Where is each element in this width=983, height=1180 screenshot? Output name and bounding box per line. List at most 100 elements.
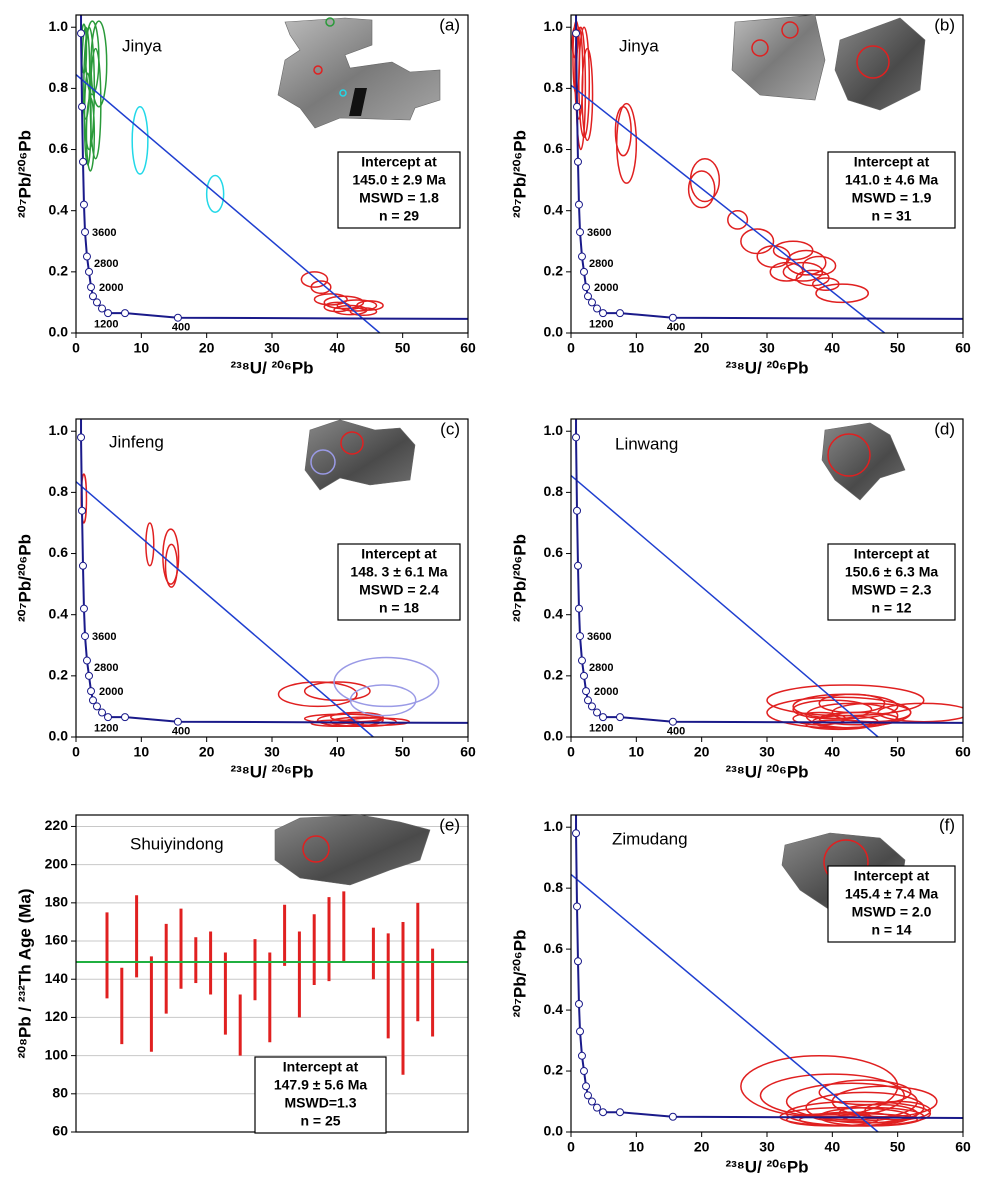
- concordia-marker: [668, 313, 677, 322]
- concordia-age-label: 3600: [587, 227, 611, 239]
- y-tick-label: 0.2: [544, 1062, 564, 1078]
- concordia-curve: [575, 15, 963, 320]
- concordia-marker: [576, 228, 585, 237]
- y-tick-label: 0.2: [49, 667, 69, 683]
- annotation-box: [827, 151, 956, 229]
- grain-image: [277, 17, 441, 129]
- analysis-spot: [325, 17, 335, 27]
- concordia-marker: [573, 902, 582, 911]
- x-tick-label: 20: [694, 744, 710, 760]
- x-tick-label: 50: [395, 744, 411, 760]
- error-ellipse: [277, 681, 358, 708]
- x-tick-label: 0: [72, 340, 80, 356]
- y-tick-label: 0.6: [49, 544, 69, 560]
- concordia-marker: [593, 304, 602, 313]
- y-tick-label: 200: [45, 855, 69, 871]
- y-tick-label: 0.8: [49, 483, 69, 499]
- concordia-marker: [87, 283, 96, 292]
- concordia-age-label: 2000: [594, 686, 618, 698]
- discordia-line: [76, 481, 374, 737]
- y-tick-label: 0.4: [544, 201, 564, 217]
- concordia-marker: [87, 687, 96, 696]
- concordia-curve: [575, 419, 963, 724]
- concordia-marker: [573, 561, 582, 570]
- concordia-marker: [98, 708, 107, 717]
- annotation-box: [337, 543, 461, 621]
- y-tick-label: 0.2: [544, 263, 564, 279]
- error-ellipse: [815, 283, 870, 304]
- concordia-marker: [98, 304, 107, 313]
- y-tick-label: 0.8: [49, 79, 69, 95]
- x-tick-label: 10: [134, 340, 150, 356]
- error-ellipse: [333, 304, 368, 316]
- error-ellipse: [164, 543, 179, 588]
- plot-area: [571, 15, 963, 333]
- concordia-age-label: 3600: [92, 227, 116, 239]
- error-ellipse: [323, 295, 365, 310]
- error-ellipse: [323, 301, 352, 313]
- x-tick-label: 30: [759, 340, 775, 356]
- grain-image: [834, 17, 926, 111]
- y-tick-label: 0.6: [544, 544, 564, 560]
- concordia-age-label: 2000: [99, 282, 123, 294]
- y-tick-label: 0.8: [544, 79, 564, 95]
- concordia-age-label: 2800: [94, 662, 118, 674]
- y-tick-label: 80: [52, 1085, 68, 1101]
- x-tick-label: 60: [460, 744, 476, 760]
- x-tick-label: 10: [629, 744, 645, 760]
- annotation-line: MSWD = 1.8: [359, 190, 439, 206]
- concordia-age-label: 400: [172, 726, 190, 738]
- y-tick-label: 0.0: [49, 728, 69, 744]
- analysis-spot: [313, 65, 323, 75]
- concordia-age-label: 1200: [589, 318, 613, 330]
- grain-image: [731, 14, 826, 101]
- error-ellipse: [864, 1100, 932, 1121]
- x-tick-label: 10: [629, 1139, 645, 1155]
- y-tick-label: 1.0: [544, 422, 564, 438]
- x-tick-label: 20: [694, 340, 710, 356]
- discordia-line: [571, 84, 886, 333]
- discordia-line: [571, 474, 879, 737]
- error-ellipse: [818, 693, 886, 714]
- x-tick-label: 20: [694, 1139, 710, 1155]
- y-axis-label: ²⁰⁷Pb/²⁰⁶Pb: [510, 930, 529, 1018]
- sample-name: Zimudang: [612, 829, 688, 848]
- error-ellipse: [145, 522, 155, 567]
- concordia-marker: [92, 298, 101, 307]
- concordia-marker: [616, 713, 624, 722]
- y-tick-label: 0.6: [544, 140, 564, 156]
- x-tick-label: 0: [567, 744, 575, 760]
- grain-image: [274, 814, 431, 886]
- error-ellipse: [877, 702, 963, 723]
- error-ellipse: [805, 719, 873, 731]
- panel-label: (e): [439, 815, 460, 834]
- concordia-marker: [583, 292, 592, 301]
- discordia-line: [571, 873, 879, 1132]
- y-tick-label: 0.6: [544, 940, 564, 956]
- concordia-age-label: 3600: [587, 631, 611, 643]
- concordia-marker: [78, 157, 87, 166]
- y-tick-label: 180: [45, 894, 69, 910]
- error-ellipse: [689, 157, 721, 203]
- error-ellipse: [687, 170, 716, 209]
- annotation-line: 145.0 ± 2.9 Ma: [352, 172, 446, 188]
- sample-name: Jinya: [619, 36, 659, 55]
- error-ellipse: [310, 280, 332, 294]
- error-ellipse: [313, 293, 348, 306]
- concordia-marker: [574, 999, 583, 1008]
- concordia-marker: [572, 829, 581, 838]
- analysis-spot: [827, 433, 871, 477]
- analysis-spot: [751, 39, 769, 57]
- concordia-marker: [121, 309, 129, 318]
- concordia-marker: [85, 671, 94, 680]
- annotation-line: 150.6 ± 6.3 Ma: [845, 564, 939, 580]
- error-ellipse: [571, 26, 579, 59]
- error-ellipse: [336, 299, 378, 312]
- panel-label: (d): [934, 419, 955, 438]
- x-axis-label: ²³⁸U/ ²⁰⁶Pb: [725, 1157, 808, 1176]
- x-axis-label: ²³⁸U/ ²⁰⁶Pb: [230, 358, 313, 377]
- annotation-line: MSWD=1.3: [285, 1095, 357, 1111]
- y-tick-label: 0.4: [544, 1001, 564, 1017]
- annotation-line: MSWD = 2.3: [852, 582, 932, 598]
